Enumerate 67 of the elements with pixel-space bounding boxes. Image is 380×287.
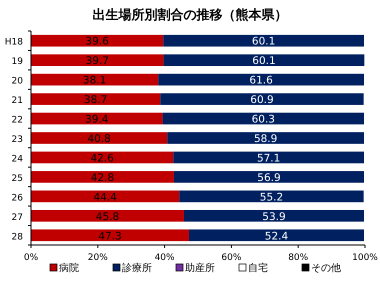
x-tick-label: 60%	[221, 253, 242, 263]
data-label: 56.9	[257, 172, 281, 184]
title: 出生場所別割合の推移（熊本県）	[92, 8, 288, 23]
bar	[184, 210, 364, 222]
bar	[162, 112, 364, 124]
data-label: 39.7	[86, 55, 109, 68]
bar	[31, 171, 174, 183]
y-tick-label: 28	[12, 232, 24, 242]
data-label: 57.1	[256, 152, 280, 164]
bar	[31, 93, 160, 105]
bar	[164, 54, 364, 66]
bar	[31, 34, 164, 47]
bar	[174, 171, 364, 183]
data-label: 53.9	[262, 210, 286, 223]
legend-label: 診療所	[122, 262, 152, 274]
data-label: 38.1	[82, 74, 106, 87]
data-label: 40.8	[87, 133, 111, 145]
bar	[31, 74, 158, 86]
bar	[31, 229, 189, 242]
y-tick-label: 21	[12, 96, 23, 106]
data-label: 45.8	[96, 210, 120, 223]
data-label: 60.9	[250, 94, 274, 106]
y-tick-label: 27	[12, 212, 23, 223]
data-label: 44.4	[93, 191, 118, 204]
data-label: 42.8	[90, 172, 114, 184]
x-tick-label: 20%	[88, 253, 108, 263]
legend-label: 助産所	[185, 262, 215, 274]
data-label: 60.1	[252, 36, 276, 48]
y-tick-label: 26	[12, 193, 24, 204]
data-label: 60.1	[252, 55, 276, 68]
data-label: 60.3	[252, 114, 275, 126]
bar	[31, 112, 163, 124]
data-label: 61.6	[249, 74, 274, 87]
bar	[31, 54, 164, 66]
y-tick-label: 22	[12, 116, 23, 126]
bar	[167, 132, 364, 144]
data-label: 58.9	[254, 133, 278, 145]
data-label: 39.4	[85, 114, 109, 126]
data-label: 52.4	[264, 230, 288, 242]
x-tick-label: 40%	[154, 253, 176, 263]
y-tick-label: 23	[12, 135, 23, 145]
bar	[31, 132, 168, 144]
y-tick-label: 20	[12, 76, 24, 87]
bar	[179, 190, 364, 202]
data-label: 42.6	[90, 152, 114, 164]
legend-label: 病院	[59, 262, 79, 274]
bar	[163, 34, 364, 47]
data-label: 55.2	[260, 191, 284, 204]
data-label: 38.7	[84, 94, 108, 106]
bar	[31, 152, 174, 164]
y-tick-label: H18	[4, 38, 24, 48]
data-label: 47.3	[98, 230, 122, 242]
bar	[173, 152, 364, 164]
x-tick-label: 0%	[24, 253, 39, 263]
legend-label: 自宅	[248, 262, 268, 274]
bar	[31, 190, 180, 202]
bar	[31, 210, 184, 222]
x-tick-label: 100%	[352, 253, 378, 263]
bar	[160, 93, 364, 105]
y-tick-label: 24	[12, 154, 24, 164]
x-tick-label: 80%	[288, 253, 309, 263]
bar	[188, 229, 364, 242]
y-tick-label: 19	[12, 57, 24, 68]
y-tick-label: 25	[12, 174, 23, 184]
bar	[158, 74, 364, 86]
data-label: 39.6	[85, 36, 110, 48]
legend-label: その他	[311, 262, 341, 274]
